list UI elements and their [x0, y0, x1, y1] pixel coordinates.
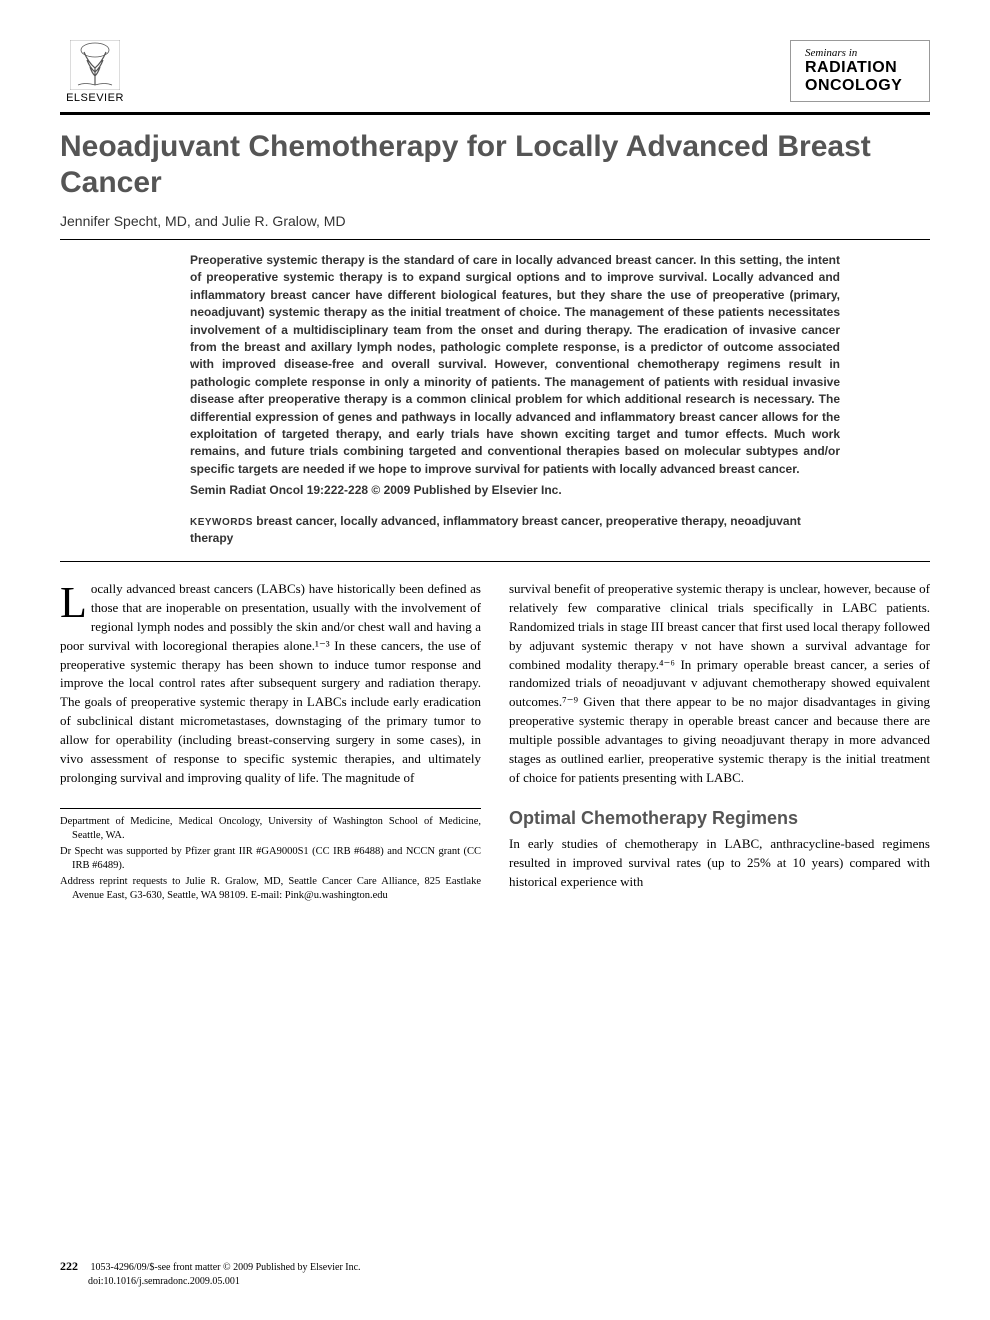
column-left: Locally advanced breast cancers (LABCs) … — [60, 580, 481, 905]
col2-para1: survival benefit of preoperative systemi… — [509, 580, 930, 787]
journal-name-line1: RADIATION — [805, 59, 915, 77]
footnotes-block: Department of Medicine, Medical Oncology… — [60, 808, 481, 904]
dropcap: L — [60, 580, 91, 621]
intro-paragraph: Locally advanced breast cancers (LABCs) … — [60, 580, 481, 787]
page-footer: 222 1053-4296/09/$-see front matter © 20… — [60, 1259, 361, 1288]
footer-doi: doi:10.1016/j.semradonc.2009.05.001 — [88, 1276, 240, 1287]
journal-seminars-label: Seminars in — [805, 47, 915, 59]
header-row: ELSEVIER Seminars in RADIATION ONCOLOGY — [60, 40, 930, 104]
elsevier-tree-icon — [70, 40, 120, 90]
abstract-text: Preoperative systemic therapy is the sta… — [190, 253, 840, 476]
abstract-block: Preoperative systemic therapy is the sta… — [190, 252, 840, 499]
top-rule — [60, 112, 930, 115]
footnote-funding: Dr Specht was supported by Pfizer grant … — [60, 845, 481, 873]
keywords-text: breast cancer, locally advanced, inflamm… — [190, 514, 801, 545]
article-title: Neoadjuvant Chemotherapy for Locally Adv… — [60, 129, 930, 201]
publisher-logo: ELSEVIER — [60, 40, 130, 104]
publisher-name: ELSEVIER — [66, 92, 124, 104]
journal-name-line2: ONCOLOGY — [805, 77, 915, 95]
page-number: 222 — [60, 1259, 78, 1273]
footer-copyright: 1053-4296/09/$-see front matter © 2009 P… — [91, 1262, 361, 1273]
body-columns: Locally advanced breast cancers (LABCs) … — [60, 580, 930, 905]
journal-title-box: Seminars in RADIATION ONCOLOGY — [790, 40, 930, 102]
section-heading-regimens: Optimal Chemotherapy Regimens — [509, 808, 930, 830]
citation-line: Semin Radiat Oncol 19:222-228 © 2009 Pub… — [190, 482, 840, 499]
authors-rule — [60, 239, 930, 240]
footnote-affiliation: Department of Medicine, Medical Oncology… — [60, 815, 481, 843]
article-authors: Jennifer Specht, MD, and Julie R. Gralow… — [60, 213, 930, 229]
footnote-reprint: Address reprint requests to Julie R. Gra… — [60, 875, 481, 903]
col1-text: ocally advanced breast cancers (LABCs) h… — [60, 581, 481, 784]
keywords-block: KEYWORDS breast cancer, locally advanced… — [190, 513, 840, 547]
column-right: survival benefit of preoperative systemi… — [509, 580, 930, 905]
keywords-label: KEYWORDS — [190, 517, 253, 528]
abstract-rule — [60, 561, 930, 562]
col2-para2: In early studies of chemotherapy in LABC… — [509, 835, 930, 892]
